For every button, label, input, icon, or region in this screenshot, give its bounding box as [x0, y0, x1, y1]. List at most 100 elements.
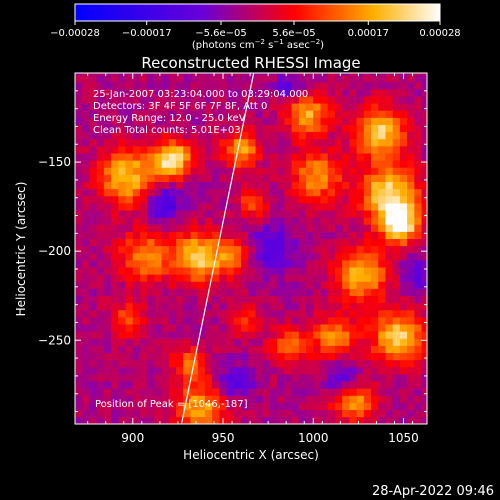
heatmap-cell: [183, 210, 191, 218]
heatmap-cell: [421, 89, 427, 97]
heatmap-cell: [190, 138, 199, 147]
heatmap-cell: [132, 131, 141, 140]
heatmap-cell: [378, 174, 386, 182]
heatmap-cell: [262, 416, 271, 424]
heatmap-cell: [111, 231, 119, 240]
heatmap-cell: [349, 231, 357, 240]
heatmap-cell: [349, 295, 357, 304]
heatmap-cell: [378, 324, 386, 332]
heatmap-cell: [241, 260, 249, 268]
heatmap-cell: [147, 103, 155, 111]
heatmap-cell: [168, 231, 177, 240]
heatmap-cell: [363, 252, 372, 261]
heatmap-cell: [226, 345, 235, 354]
heatmap-cell: [139, 288, 148, 297]
heatmap-cell: [349, 302, 357, 311]
heatmap-cell: [147, 288, 155, 297]
heatmap-cell: [75, 281, 83, 289]
heatmap-cell: [168, 381, 177, 389]
heatmap-cell: [255, 89, 264, 97]
heatmap-cell: [327, 288, 336, 297]
heatmap-cell: [125, 281, 134, 289]
heatmap-cell: [103, 245, 112, 254]
heatmap-cell: [147, 138, 155, 147]
heatmap-cell: [89, 388, 97, 396]
heatmap-cell: [269, 331, 278, 339]
heatmap-cell: [421, 224, 427, 232]
heatmap-cell: [103, 324, 112, 332]
colorbar-tick-label: 5.6e−05: [272, 28, 315, 39]
heatmap-cell: [378, 288, 386, 297]
heatmap-cell: [378, 359, 386, 368]
heatmap-cell: [111, 252, 119, 261]
heatmap-cell: [334, 267, 343, 275]
heatmap-cell: [176, 309, 184, 318]
heatmap-cell: [363, 366, 372, 375]
heatmap-cell: [371, 317, 379, 325]
heatmap-cell: [334, 238, 343, 247]
x-axis-label: Heliocentric X (arcsec): [183, 448, 319, 462]
heatmap-cell: [82, 260, 90, 268]
heatmap-cell: [219, 231, 227, 240]
heatmap-cell: [168, 195, 177, 204]
heatmap-cell: [407, 138, 415, 147]
heatmap-cell: [154, 281, 162, 289]
heatmap-cell: [291, 366, 300, 375]
heatmap-cell: [378, 231, 386, 240]
heatmap-cell: [363, 274, 372, 282]
heatmap-cell: [118, 181, 126, 190]
heatmap-cell: [161, 146, 170, 154]
heatmap-cell: [320, 366, 329, 375]
heatmap-cell: [183, 309, 191, 318]
heatmap-cell: [298, 103, 307, 111]
heatmap-cell: [226, 409, 235, 418]
heatmap-cell: [327, 331, 336, 339]
heatmap-cell: [176, 281, 184, 289]
heatmap-cell: [89, 352, 97, 361]
heatmap-cell: [327, 281, 336, 289]
heatmap-cell: [414, 302, 422, 311]
heatmap-cell: [204, 103, 213, 111]
heatmap-cell: [421, 331, 427, 339]
heatmap-cell: [356, 260, 365, 268]
heatmap-cell: [154, 110, 162, 118]
heatmap-cell: [132, 224, 141, 232]
heatmap-cell: [139, 267, 148, 275]
heatmap-cell: [89, 288, 97, 297]
heatmap-cell: [204, 238, 213, 247]
heatmap-cell: [349, 138, 357, 147]
heatmap-cell: [147, 195, 155, 204]
heatmap-cell: [96, 96, 105, 104]
heatmap-cell: [241, 124, 249, 133]
heatmap-cell: [82, 153, 90, 161]
x-tick-label: 950: [212, 431, 235, 445]
heatmap-cell: [334, 338, 343, 346]
heatmap-cell: [248, 388, 256, 396]
heatmap-cell: [334, 295, 343, 304]
heatmap-cell: [320, 74, 329, 83]
heatmap-cell: [96, 252, 105, 261]
heatmap-cell: [89, 195, 97, 204]
heatmap-cell: [183, 260, 191, 268]
heatmap-cell: [241, 174, 249, 182]
heatmap-cell: [154, 217, 162, 225]
heatmap-cell: [161, 203, 170, 211]
heatmap-cell: [414, 366, 422, 375]
heatmap-cell: [313, 302, 321, 311]
heatmap-cell: [89, 174, 97, 182]
heatmap-cell: [407, 167, 415, 175]
heatmap-cell: [342, 160, 350, 168]
heatmap-cell: [298, 110, 307, 118]
heatmap-cell: [197, 295, 206, 304]
heatmap-cell: [306, 217, 314, 225]
heatmap-cell: [241, 160, 249, 168]
heatmap-cell: [219, 402, 227, 411]
heatmap-cell: [233, 231, 242, 240]
heatmap-cell: [291, 245, 300, 254]
heatmap-cell: [262, 388, 271, 396]
heatmap-cell: [284, 124, 292, 133]
heatmap-cell: [183, 345, 191, 354]
heatmap-cell: [168, 217, 177, 225]
heatmap-cell: [168, 395, 177, 403]
heatmap-cell: [298, 96, 307, 104]
